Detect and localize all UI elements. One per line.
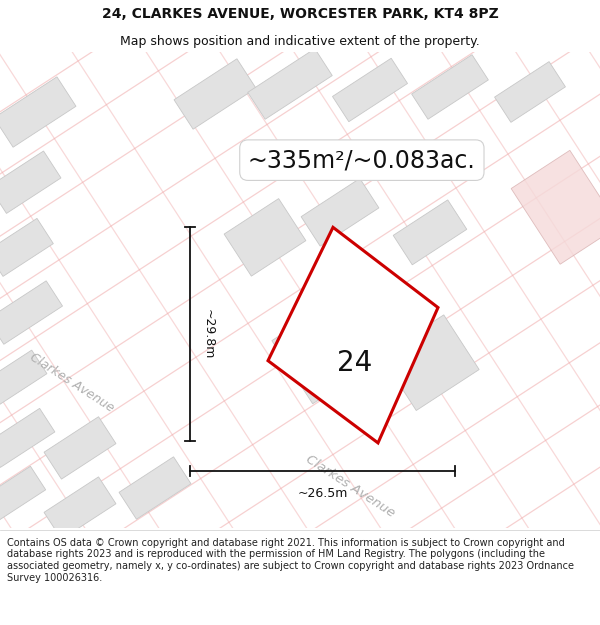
Polygon shape (0, 151, 61, 213)
Polygon shape (0, 408, 55, 468)
Text: ~335m²/~0.083ac.: ~335m²/~0.083ac. (248, 148, 476, 172)
Text: Map shows position and indicative extent of the property.: Map shows position and indicative extent… (120, 35, 480, 48)
Text: Clarkes Avenue: Clarkes Avenue (28, 351, 116, 415)
Polygon shape (0, 281, 62, 344)
Text: 24, CLARKES AVENUE, WORCESTER PARK, KT4 8PZ: 24, CLARKES AVENUE, WORCESTER PARK, KT4 … (101, 7, 499, 21)
Text: Contains OS data © Crown copyright and database right 2021. This information is : Contains OS data © Crown copyright and d… (7, 538, 574, 582)
Text: 24: 24 (337, 349, 373, 377)
Polygon shape (494, 62, 565, 122)
Polygon shape (248, 49, 332, 119)
Polygon shape (44, 477, 116, 539)
Polygon shape (0, 218, 53, 276)
Text: Clarkes Avenue: Clarkes Avenue (303, 452, 397, 519)
Polygon shape (511, 151, 600, 264)
Polygon shape (272, 291, 388, 404)
Polygon shape (0, 350, 47, 406)
Text: ~29.8m: ~29.8m (202, 309, 215, 359)
Polygon shape (0, 77, 76, 148)
Polygon shape (119, 457, 191, 519)
Text: ~26.5m: ~26.5m (298, 487, 347, 500)
Polygon shape (268, 228, 438, 443)
Polygon shape (224, 199, 306, 276)
Polygon shape (381, 315, 479, 411)
Polygon shape (301, 179, 379, 246)
Polygon shape (0, 466, 46, 520)
Polygon shape (44, 417, 116, 479)
Polygon shape (332, 58, 407, 122)
Polygon shape (412, 55, 488, 119)
Polygon shape (174, 59, 256, 129)
Polygon shape (393, 200, 467, 265)
